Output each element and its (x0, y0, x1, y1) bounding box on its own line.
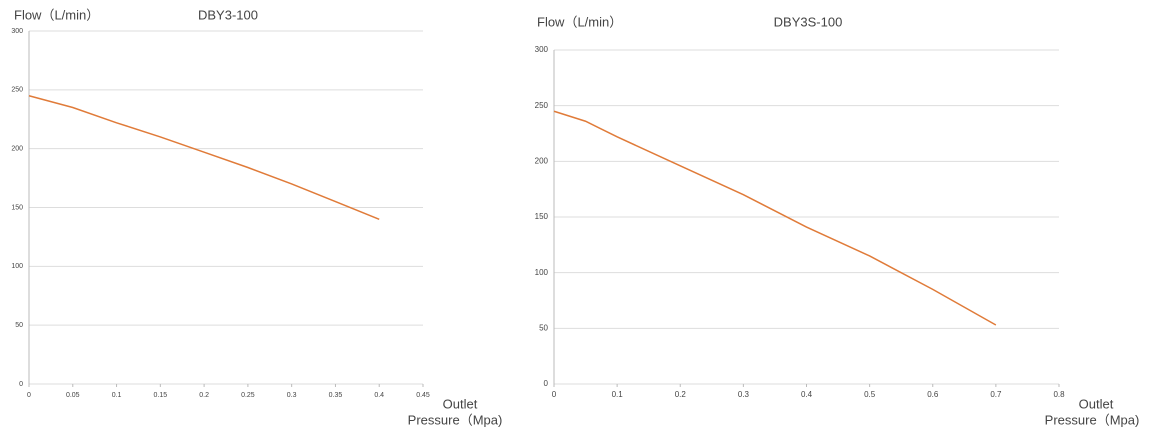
x-tick-label: 0.25 (241, 392, 255, 399)
y-tick-label: 150 (535, 212, 549, 221)
x-tick-label: 0 (27, 392, 31, 399)
y-tick-label: 100 (11, 263, 23, 270)
x-tick-label: 0.45 (416, 392, 430, 399)
x-tick-label: 0.8 (1053, 390, 1065, 399)
x-tick-label: 0.05 (66, 392, 80, 399)
x-tick-label: 0.7 (990, 390, 1002, 399)
chart-title: DBY3-100 (198, 7, 258, 22)
x-tick-label: 0.4 (374, 392, 384, 399)
x-tick-label: 0.1 (612, 390, 624, 399)
y-tick-label: 0 (544, 379, 549, 388)
x-axis-label: Outlet (1079, 396, 1114, 411)
y-tick-label: 200 (535, 156, 549, 165)
y-tick-label: 250 (535, 101, 549, 110)
y-tick-label: 300 (535, 45, 549, 54)
x-tick-label: 0.1 (112, 392, 122, 399)
x-tick-label: 0.2 (675, 390, 687, 399)
x-tick-label: 0.2 (199, 392, 209, 399)
line-series (553, 110, 997, 326)
x-axis-label: Pressure（Mpa) (408, 412, 503, 427)
x-tick-label: 0.15 (154, 392, 168, 399)
y-tick-label: 100 (535, 268, 549, 277)
x-tick-label: 0.5 (864, 390, 876, 399)
y-tick-label: 200 (11, 146, 23, 153)
x-tick-label: 0.4 (801, 390, 813, 399)
y-tick-label: 250 (11, 87, 23, 94)
x-tick-label: 0 (552, 390, 557, 399)
y-axis-label: Flow（L/min） (14, 7, 99, 22)
x-tick-label: 0.3 (287, 392, 297, 399)
y-tick-label: 0 (19, 381, 23, 388)
y-tick-label: 50 (15, 322, 23, 329)
y-tick-label: 50 (539, 323, 548, 332)
x-axis-label: Pressure（Mpa) (1045, 412, 1140, 427)
y-tick-label: 300 (11, 28, 23, 35)
x-tick-label: 0.3 (738, 390, 750, 399)
line-series (28, 94, 380, 220)
y-axis-label: Flow（L/min） (537, 14, 622, 29)
chart-title: DBY3S-100 (774, 14, 843, 29)
y-tick-label: 150 (11, 204, 23, 211)
x-axis-label: Outlet (443, 396, 478, 411)
x-tick-label: 0.6 (927, 390, 939, 399)
x-tick-label: 0.35 (329, 392, 343, 399)
